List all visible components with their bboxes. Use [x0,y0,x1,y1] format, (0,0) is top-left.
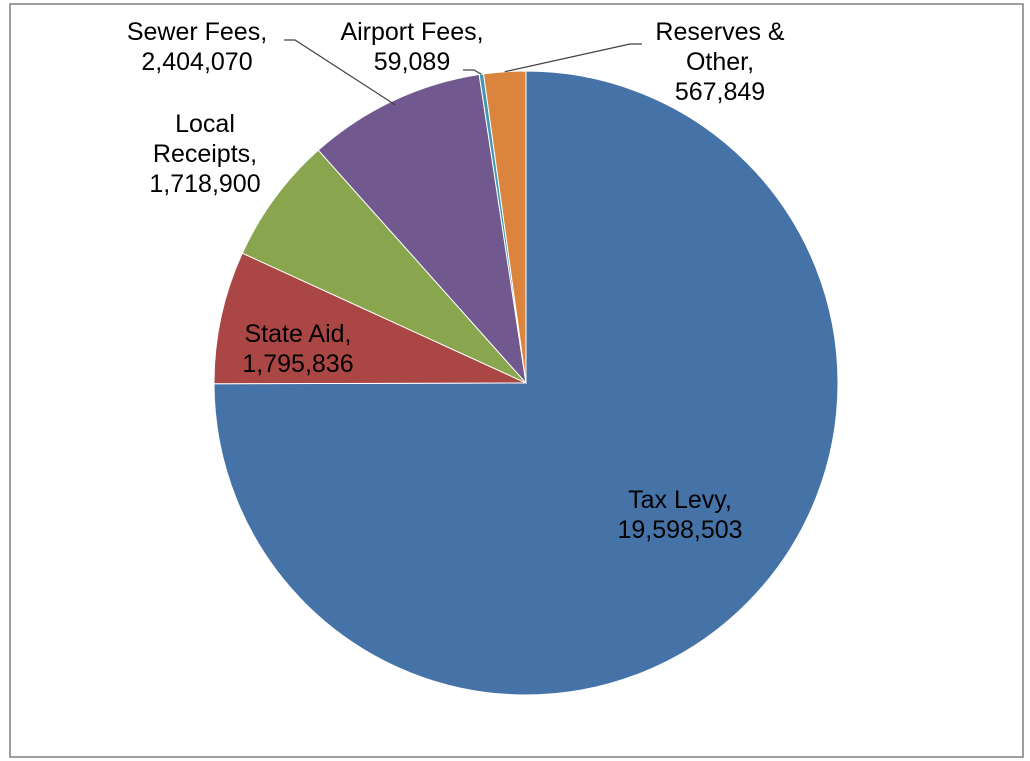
slice-label-line: Local [175,110,235,138]
slice-label: Reserves & Other, 567,849 [655,18,785,106]
slice-label-line: 19,598,503 [617,516,742,544]
pie-slice-reserves-other [482,70,527,384]
slice-label-line: Other, [686,48,754,76]
slice-label-line: 2,404,070 [141,48,252,76]
leader-line [284,39,396,106]
slice-label-line: Tax Levy, [628,486,732,514]
slices-layer [213,70,839,696]
slice-label-line: 567,849 [675,78,765,106]
slice-label-line: 1,718,900 [149,170,260,198]
slice-label: Sewer Fees, 2,404,070 [127,18,267,76]
slice-label-line: Receipts, [153,140,257,168]
pie-slice-state-aid [213,252,527,385]
slice-label-line: 1,795,836 [242,350,353,378]
pie-slice-sewer-fees [317,73,527,385]
slice-label-line: 59,089 [374,48,450,76]
pie-slice-tax-levy [213,70,839,696]
slice-label: Local Receipts, 1,718,900 [149,110,260,198]
leader-line [504,43,642,73]
slice-label: Tax Levy, 19,598,503 [617,486,742,544]
slice-label-line: Sewer Fees, [127,18,267,46]
leader-lines-layer [284,39,642,106]
pie-slice-local-receipts [241,149,527,384]
labels-layer: Tax Levy, 19,598,503 State Aid, 1,795,836 Lo… [127,18,785,544]
slice-label-line: State Aid, [244,320,351,348]
slice-label-line: Reserves & [655,18,785,46]
slice-label: State Aid, 1,795,836 [242,320,353,378]
slice-label: Airport Fees, 59,089 [340,18,483,76]
leader-line [463,69,482,75]
slice-label-line: Airport Fees, [340,18,483,46]
